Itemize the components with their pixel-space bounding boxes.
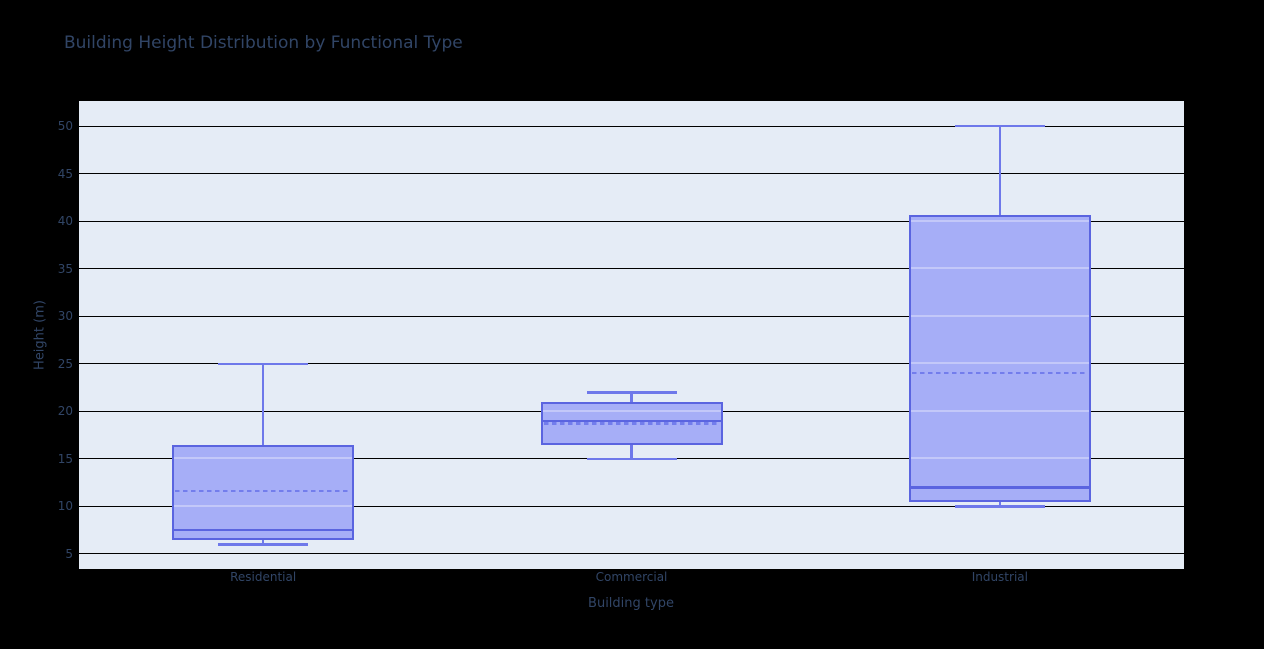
y-gridline bbox=[79, 553, 1184, 555]
y-gridline bbox=[79, 315, 1184, 317]
whisker-cap-max-industrial bbox=[954, 124, 1045, 128]
box-gridline-band bbox=[174, 504, 353, 507]
y-tick-label: 40 bbox=[57, 214, 73, 229]
whisker-cap-min-residential bbox=[218, 543, 309, 546]
box-gridline-band bbox=[910, 219, 1089, 222]
x-tick-label-commercial: Commercial bbox=[595, 570, 668, 584]
median-line-commercial bbox=[540, 419, 723, 423]
y-gridline bbox=[79, 125, 1184, 127]
whisker-upper-commercial bbox=[630, 392, 633, 402]
median-line-industrial bbox=[908, 486, 1091, 489]
y-tick-label: 5 bbox=[65, 546, 73, 561]
mean-line-commercial bbox=[543, 422, 720, 425]
y-tick-label: 35 bbox=[57, 261, 73, 276]
chart-title: Building Height Distribution by Function… bbox=[64, 33, 463, 53]
whisker-lower-commercial bbox=[630, 444, 633, 459]
y-gridline bbox=[79, 173, 1184, 175]
y-tick-label: 15 bbox=[57, 451, 73, 466]
whisker-cap-min-industrial bbox=[954, 505, 1045, 508]
y-tick-label: 10 bbox=[57, 499, 73, 514]
box-gridline-band bbox=[910, 362, 1089, 365]
y-tick-label: 25 bbox=[57, 356, 73, 371]
mean-line-industrial bbox=[911, 372, 1088, 375]
whisker-cap-max-residential bbox=[218, 362, 309, 366]
box-gridline-band bbox=[910, 314, 1089, 317]
whisker-cap-max-commercial bbox=[586, 391, 677, 394]
plot-area[interactable] bbox=[79, 101, 1184, 569]
whisker-lower-residential bbox=[261, 539, 265, 545]
whisker-upper-industrial bbox=[998, 126, 1002, 216]
box-industrial[interactable] bbox=[908, 215, 1091, 502]
box-gridline-band bbox=[174, 457, 353, 460]
y-tick-label: 20 bbox=[57, 404, 73, 419]
y-tick-label: 45 bbox=[57, 166, 73, 181]
x-tick-label-residential: Residential bbox=[230, 570, 297, 584]
y-gridline bbox=[79, 220, 1184, 222]
box-gridline-band bbox=[542, 409, 721, 412]
x-tick-label-industrial: Industrial bbox=[971, 570, 1028, 584]
box-gridline-band bbox=[910, 267, 1089, 270]
box-gridline-band bbox=[910, 409, 1089, 412]
box-gridline-band bbox=[910, 457, 1089, 460]
whisker-lower-industrial bbox=[998, 501, 1002, 507]
y-gridline bbox=[79, 363, 1184, 365]
x-axis-title: Building type bbox=[588, 596, 674, 611]
y-gridline bbox=[79, 268, 1184, 270]
y-tick-label: 50 bbox=[57, 119, 73, 133]
mean-line-residential bbox=[175, 490, 352, 493]
whisker-upper-residential bbox=[261, 363, 265, 445]
y-tick-label: 30 bbox=[57, 309, 73, 324]
whisker-cap-min-commercial bbox=[586, 457, 677, 461]
median-line-residential bbox=[172, 528, 355, 532]
y-gridline bbox=[79, 505, 1184, 507]
